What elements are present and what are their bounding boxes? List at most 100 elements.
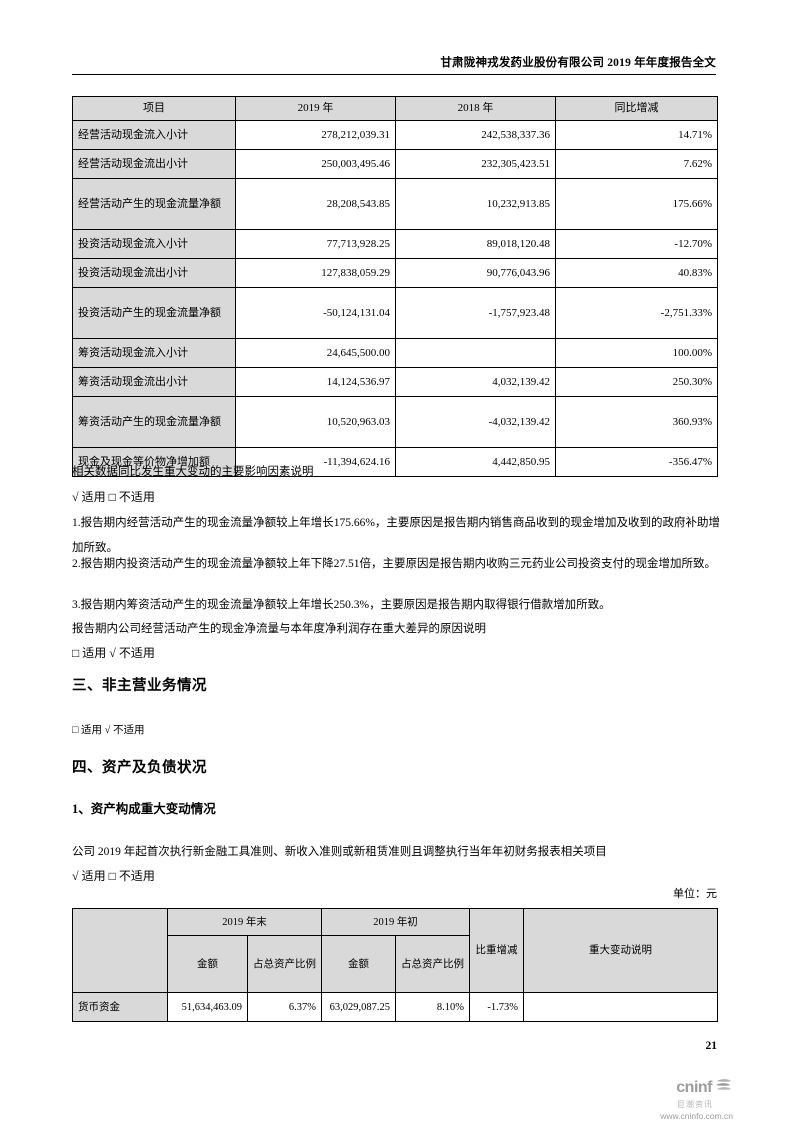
column-header-ratio-change: 比重增减 <box>469 908 524 993</box>
row-label: 现金及现金等价物净增加额 <box>72 447 236 477</box>
row-label: 筹资活动现金流入小计 <box>72 338 236 368</box>
cell-change: 360.93% <box>555 396 718 448</box>
cell-change: 100.00% <box>555 338 718 368</box>
cell-2019: 77,713,928.25 <box>235 229 396 259</box>
cninfo-logo: cninf 巨潮资讯 www.cninfo.com.cn <box>603 1078 733 1121</box>
brand-url: www.cninfo.com.cn <box>660 1111 733 1121</box>
cell-2019: -50,124,131.04 <box>235 287 396 339</box>
table-header-row-group: 2019 年末 2019 年初 比重增减 重大变动说明 <box>72 908 718 993</box>
cell-begin-ratio: 8.10% <box>395 992 470 1022</box>
column-header-year-begin: 2019 年初 <box>321 908 470 936</box>
factors-applicable: √ 适用 □ 不适用 <box>72 490 155 504</box>
row-label: 经营活动产生的现金流量净额 <box>72 178 236 230</box>
row-label: 货币资金 <box>72 992 168 1022</box>
section-heading-4: 四、资产及负债状况 <box>72 760 207 776</box>
cell-begin-amount: 63,029,087.25 <box>321 992 396 1022</box>
table-row: 筹资活动现金流入小计 24,645,500.00 100.00% <box>72 338 718 368</box>
table-row: 经营活动现金流入小计 278,212,039.31 242,538,337.36… <box>72 120 718 150</box>
row-label: 经营活动现金流出小计 <box>72 149 236 179</box>
column-header-2019: 2019 年 <box>235 96 396 121</box>
brand-lockup: cninf <box>603 1078 733 1098</box>
column-header-year-end: 2019 年末 <box>167 908 322 936</box>
cell-change: -356.47% <box>555 447 718 477</box>
cashflow-table: 项目 2019 年 2018 年 同比增减 经营活动现金流入小计 278,212… <box>72 96 718 477</box>
factors-heading: 相关数据同比发生重大变动的主要影响因素说明 <box>72 466 314 478</box>
table-row: 经营活动现金流出小计 250,003,495.46 232,305,423.51… <box>72 149 718 179</box>
column-header-item: 项目 <box>72 96 236 121</box>
cell-change: 40.83% <box>555 258 718 288</box>
table-row: 筹资活动产生的现金流量净额 10,520,963.03 -4,032,139.4… <box>72 396 718 448</box>
section-3-applicable: □ 适用 √ 不适用 <box>72 725 145 736</box>
table-row: 货币资金 51,634,463.09 6.37% 63,029,087.25 8… <box>72 992 718 1022</box>
cell-2019: 127,838,059.29 <box>235 258 396 288</box>
cell-2018: -1,757,923.48 <box>395 287 556 339</box>
cell-2019: 14,124,536.97 <box>235 367 396 397</box>
standards-applicable: √ 适用 □ 不适用 <box>72 869 155 883</box>
table-row: 现金及现金等价物净增加额 -11,394,624.16 4,442,850.95… <box>72 447 718 477</box>
table-row: 投资活动产生的现金流量净额 -50,124,131.04 -1,757,923.… <box>72 287 718 339</box>
cell-2018: -4,032,139.42 <box>395 396 556 448</box>
cell-change: 7.62% <box>555 149 718 179</box>
cell-2018: 10,232,913.85 <box>395 178 556 230</box>
cell-2019: 24,645,500.00 <box>235 338 396 368</box>
report-header-title: 甘肃陇神戎发药业股份有限公司 2019 年年度报告全文 <box>440 57 716 69</box>
cell-2019: 278,212,039.31 <box>235 120 396 150</box>
cell-2018: 232,305,423.51 <box>395 149 556 179</box>
cell-2018: 89,018,120.48 <box>395 229 556 259</box>
cell-change: -12.70% <box>555 229 718 259</box>
table-row: 筹资活动现金流出小计 14,124,536.97 4,032,139.42 25… <box>72 367 718 397</box>
cell-change: 14.71% <box>555 120 718 150</box>
column-header-end-ratio: 占总资产比例 <box>247 935 322 993</box>
table-header-row-sub: 金额 占总资产比例 金额 占总资产比例 <box>73 935 718 993</box>
row-label: 筹资活动现金流出小计 <box>72 367 236 397</box>
brand-chinese-name: 巨潮资讯 <box>677 1100 713 1109</box>
row-label: 投资活动现金流入小计 <box>72 229 236 259</box>
difference-heading: 报告期内公司经营活动产生的现金净流量与本年度净利润存在重大差异的原因说明 <box>72 623 486 635</box>
row-label: 筹资活动产生的现金流量净额 <box>72 396 236 448</box>
note-1: 1.报告期内经营活动产生的现金流量净额较上年增长175.66%，主要原因是报告期… <box>72 517 720 554</box>
column-header-begin-ratio: 占总资产比例 <box>395 935 470 993</box>
swoosh-icon <box>715 1078 733 1098</box>
row-label: 经营活动现金流入小计 <box>72 120 236 150</box>
cell-change: 175.66% <box>555 178 718 230</box>
column-header-2018: 2018 年 <box>395 96 556 121</box>
table-row: 投资活动现金流入小计 77,713,928.25 89,018,120.48 -… <box>72 229 718 259</box>
column-header-end-amount: 金额 <box>167 935 248 993</box>
table-row: 经营活动产生的现金流量净额 28,208,543.85 10,232,913.8… <box>72 178 718 230</box>
cell-2019: 10,520,963.03 <box>235 396 396 448</box>
brand-wordmark: cninf <box>676 1079 712 1096</box>
cell-2019: 28,208,543.85 <box>235 178 396 230</box>
cell-change: -2,751.33% <box>555 287 718 339</box>
column-header-item <box>72 908 168 993</box>
cell-2018 <box>395 338 556 368</box>
cell-end-ratio: 6.37% <box>247 992 322 1022</box>
section-heading-3: 三、非主营业务情况 <box>72 678 207 694</box>
cell-end-amount: 51,634,463.09 <box>167 992 248 1022</box>
row-label: 投资活动现金流出小计 <box>72 258 236 288</box>
cell-2019: 250,003,495.46 <box>235 149 396 179</box>
page-header: 甘肃陇神戎发药业股份有限公司 2019 年年度报告全文 <box>72 55 716 75</box>
cell-2018: 90,776,043.96 <box>395 258 556 288</box>
cell-2018: 4,032,139.42 <box>395 367 556 397</box>
page-number: 21 <box>705 1040 718 1052</box>
note-2: 2.报告期内投资活动产生的现金流量净额较上年下降27.51倍，主要原因是报告期内… <box>72 558 716 570</box>
cell-remark <box>523 992 718 1022</box>
unit-label: 单位：元 <box>673 888 717 900</box>
column-header-begin-amount: 金额 <box>321 935 396 993</box>
difference-applicable: □ 适用 √ 不适用 <box>72 646 155 660</box>
cell-2018: 4,442,850.95 <box>395 447 556 477</box>
column-header-remark: 重大变动说明 <box>523 908 718 993</box>
table-header-row: 项目 2019 年 2018 年 同比增减 <box>72 96 718 121</box>
header-rule <box>72 74 716 75</box>
table-row: 投资活动现金流出小计 127,838,059.29 90,776,043.96 … <box>72 258 718 288</box>
standards-note: 公司 2019 年起首次执行新金融工具准则、新收入准则或新租赁准则且调整执行当年… <box>72 846 607 858</box>
cell-ratio-change: -1.73% <box>469 992 524 1022</box>
assets-table: 2019 年末 2019 年初 比重增减 重大变动说明 金额 占总资产比例 金额… <box>72 908 718 1022</box>
subsection-heading-4-1: 1、资产构成重大变动情况 <box>72 802 216 816</box>
row-label: 投资活动产生的现金流量净额 <box>72 287 236 339</box>
cell-2018: 242,538,337.36 <box>395 120 556 150</box>
cell-2019: -11,394,624.16 <box>235 447 396 477</box>
cell-change: 250.30% <box>555 367 718 397</box>
note-3: 3.报告期内筹资活动产生的现金流量净额较上年增长250.3%，主要原因是报告期内… <box>72 599 611 611</box>
